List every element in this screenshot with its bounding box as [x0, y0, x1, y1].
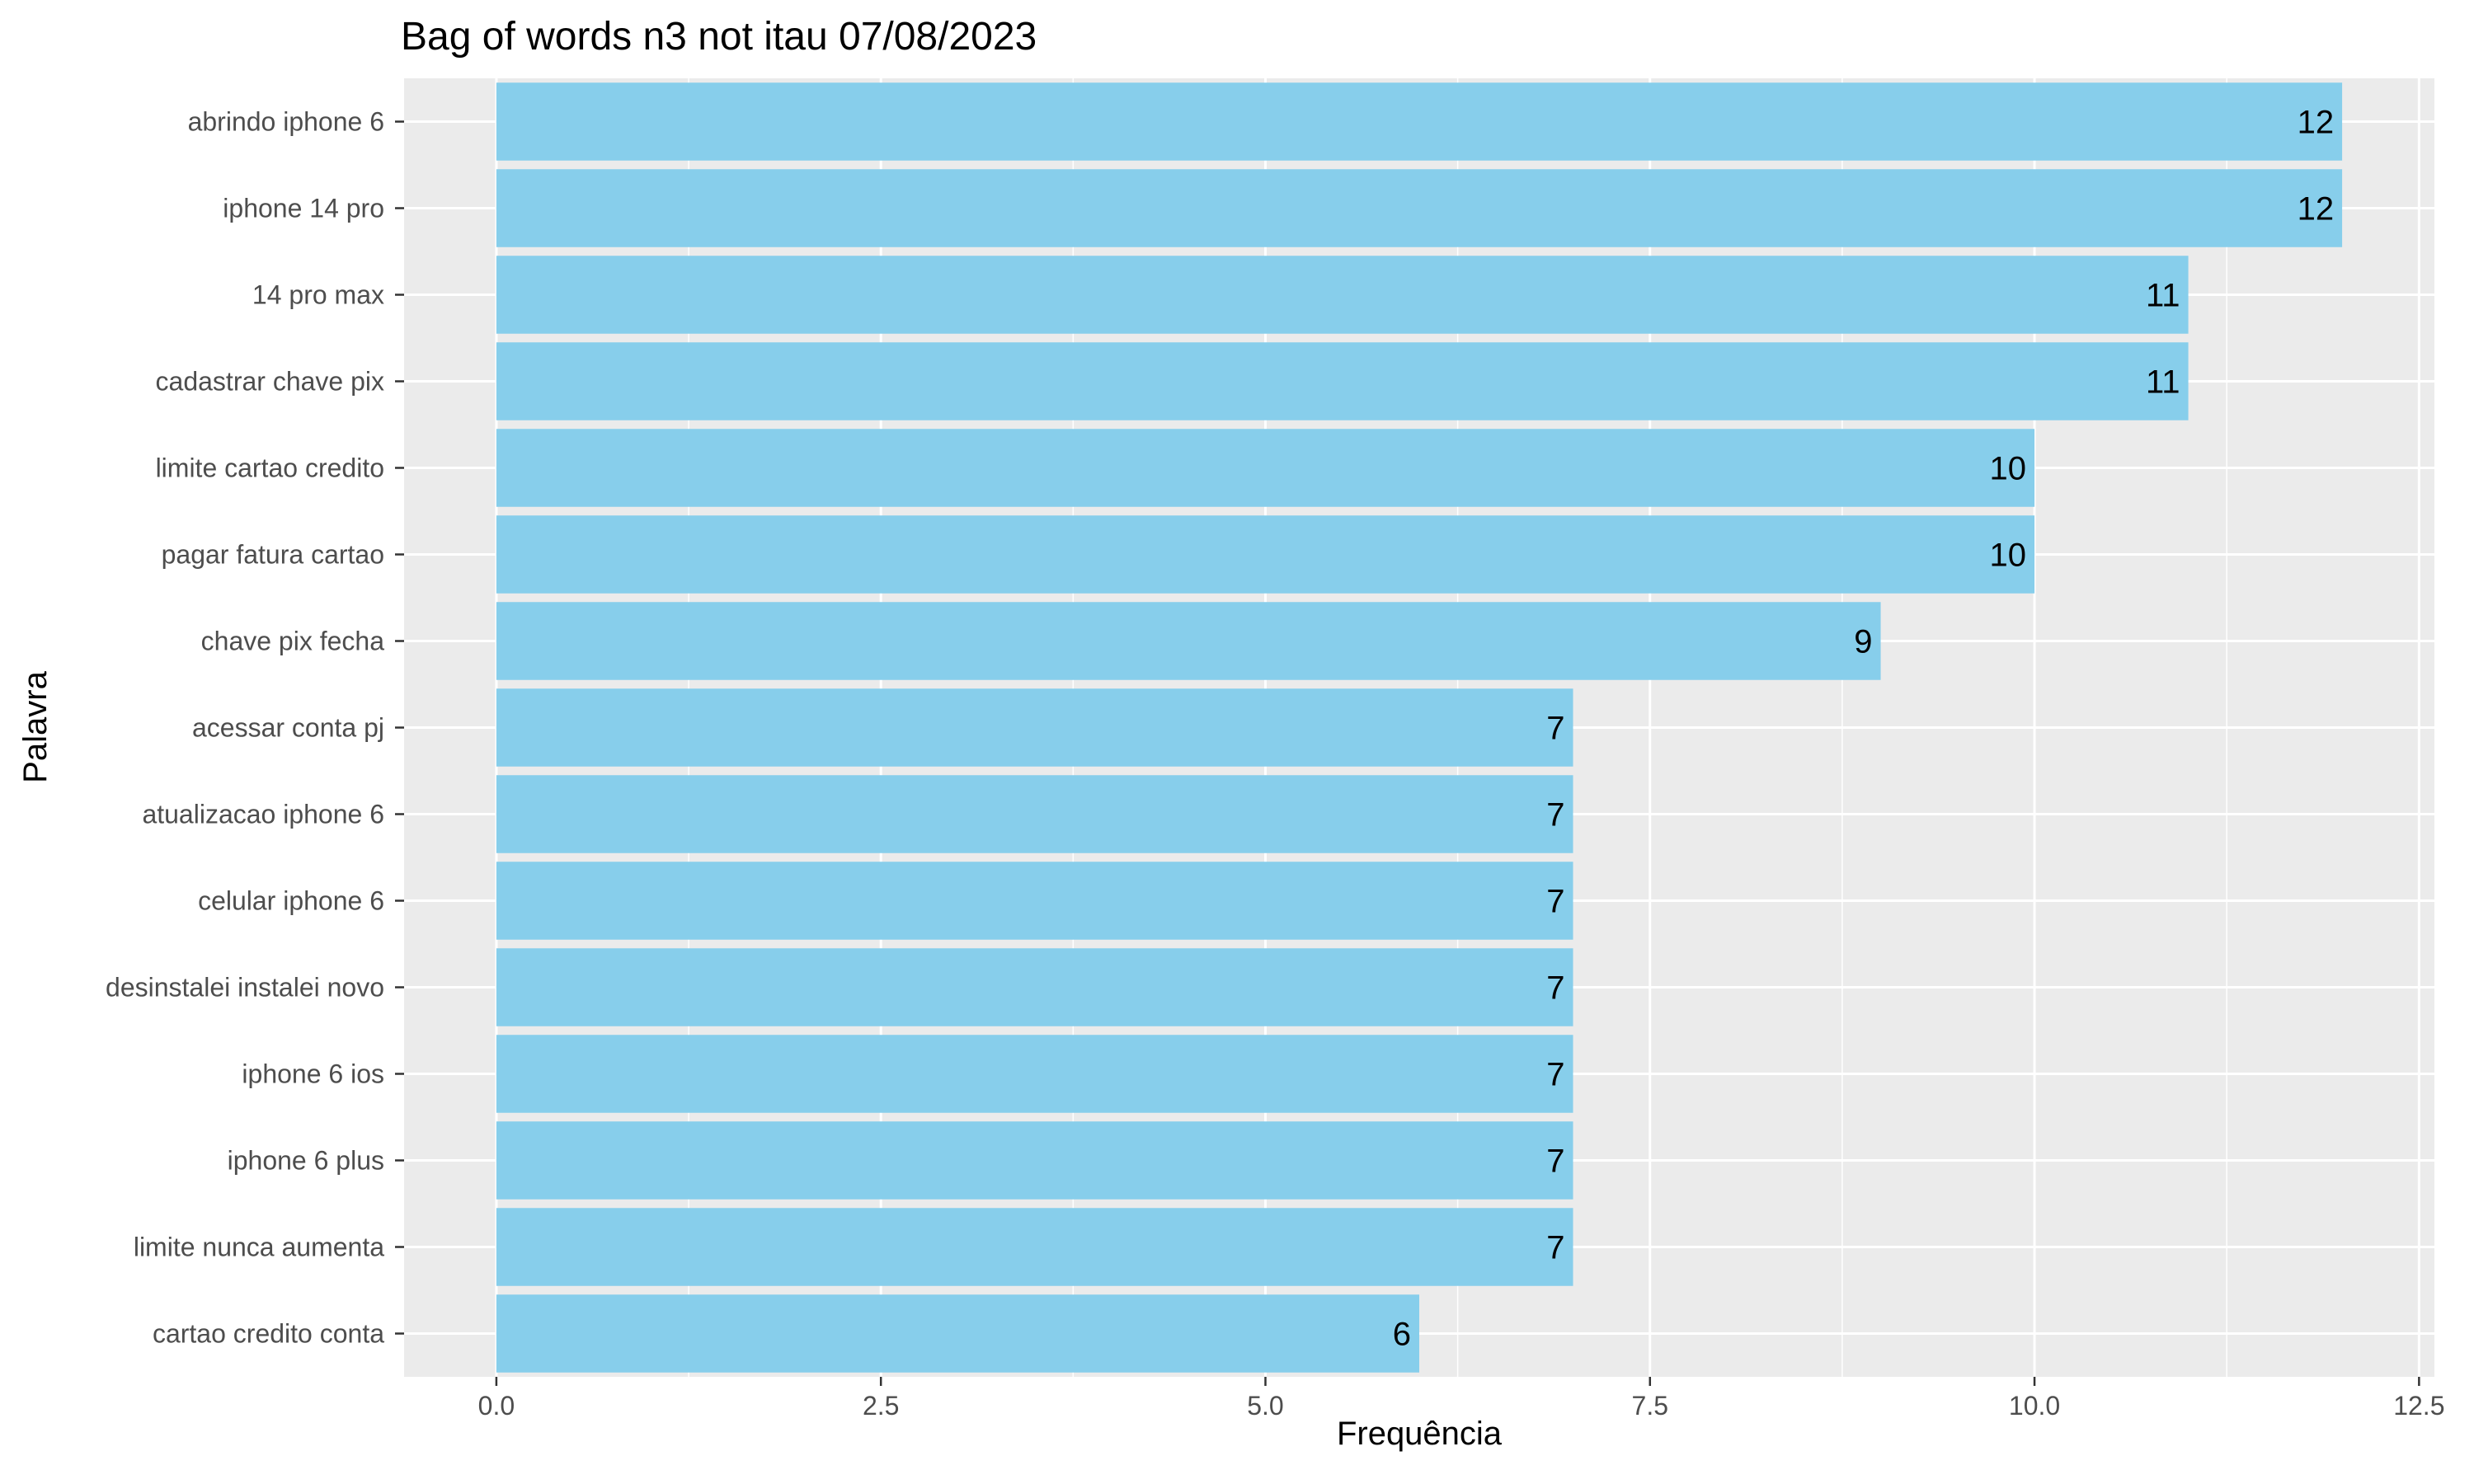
bar — [496, 169, 2343, 247]
bar — [496, 1035, 1573, 1113]
x-tick-label: 5.0 — [1247, 1391, 1283, 1421]
y-axis-title: Palavra — [17, 670, 54, 782]
bar-value-label: 10 — [1990, 451, 2027, 487]
chart-title: Bag of words n3 not itau 07/08/2023 — [401, 15, 1037, 59]
bar — [496, 688, 1573, 767]
x-tick-label: 10.0 — [2009, 1391, 2060, 1421]
bar-value-label: 6 — [1393, 1317, 1411, 1353]
y-tick-label: chave pix fecha — [201, 627, 385, 656]
x-tick-label: 12.5 — [2393, 1391, 2444, 1421]
x-tick-label: 2.5 — [863, 1391, 899, 1421]
y-tick-label: cartao credito conta — [153, 1319, 384, 1349]
bar-value-label: 12 — [2298, 191, 2335, 228]
bar — [496, 948, 1573, 1026]
y-tick-label: 14 pro max — [252, 280, 384, 310]
x-axis-ticks: 0.0 2.5 5.0 7.5 10.0 12.5 — [478, 1377, 2444, 1421]
bar — [496, 775, 1573, 853]
bar-value-label: 7 — [1546, 1144, 1564, 1180]
bar-value-label: 11 — [2146, 278, 2180, 314]
bar — [496, 602, 1881, 680]
bar — [496, 862, 1573, 940]
x-axis-title: Frequência — [1337, 1416, 1503, 1452]
bar-value-label: 7 — [1546, 884, 1564, 920]
bar — [496, 256, 2189, 334]
y-tick-label: iphone 14 pro — [223, 194, 384, 223]
bar-value-label: 9 — [1854, 624, 1872, 660]
bar-value-label: 12 — [2298, 105, 2335, 141]
y-tick-label: celular iphone 6 — [198, 886, 384, 916]
y-tick-label: abrindo iphone 6 — [188, 107, 384, 137]
data-labels: 12 12 11 11 10 10 9 7 7 7 7 7 7 7 6 — [1393, 105, 2334, 1353]
y-tick-label: cadastrar chave pix — [156, 367, 384, 397]
bar — [496, 82, 2343, 161]
bar — [496, 1121, 1573, 1200]
bar — [496, 515, 2035, 594]
y-tick-label: iphone 6 ios — [242, 1059, 384, 1089]
bar-value-label: 7 — [1546, 797, 1564, 834]
y-tick-label: acessar conta pj — [192, 713, 384, 743]
bar-value-label: 7 — [1546, 1230, 1564, 1266]
bar-value-label: 10 — [1990, 538, 2027, 574]
x-tick-label: 0.0 — [478, 1391, 515, 1421]
y-axis-ticks: abrindo iphone 6 iphone 14 pro 14 pro max c… — [106, 107, 404, 1349]
y-tick-label: desinstalei instalei novo — [106, 973, 384, 1003]
y-tick-label: iphone 6 plus — [228, 1146, 384, 1176]
bar-value-label: 7 — [1546, 711, 1564, 747]
x-tick-label: 7.5 — [1632, 1391, 1668, 1421]
y-tick-label: limite cartao credito — [156, 453, 384, 483]
bar-value-label: 11 — [2146, 364, 2180, 401]
y-tick-label: pagar fatura cartao — [162, 540, 384, 570]
bar — [496, 429, 2035, 507]
bar — [496, 1208, 1573, 1286]
bar-value-label: 7 — [1546, 970, 1564, 1007]
bar — [496, 342, 2189, 420]
y-tick-label: atualizacao iphone 6 — [142, 800, 384, 829]
bar — [496, 1294, 1419, 1373]
bars — [496, 82, 2343, 1373]
y-tick-label: limite nunca aumenta — [134, 1233, 384, 1262]
bar-value-label: 7 — [1546, 1057, 1564, 1093]
